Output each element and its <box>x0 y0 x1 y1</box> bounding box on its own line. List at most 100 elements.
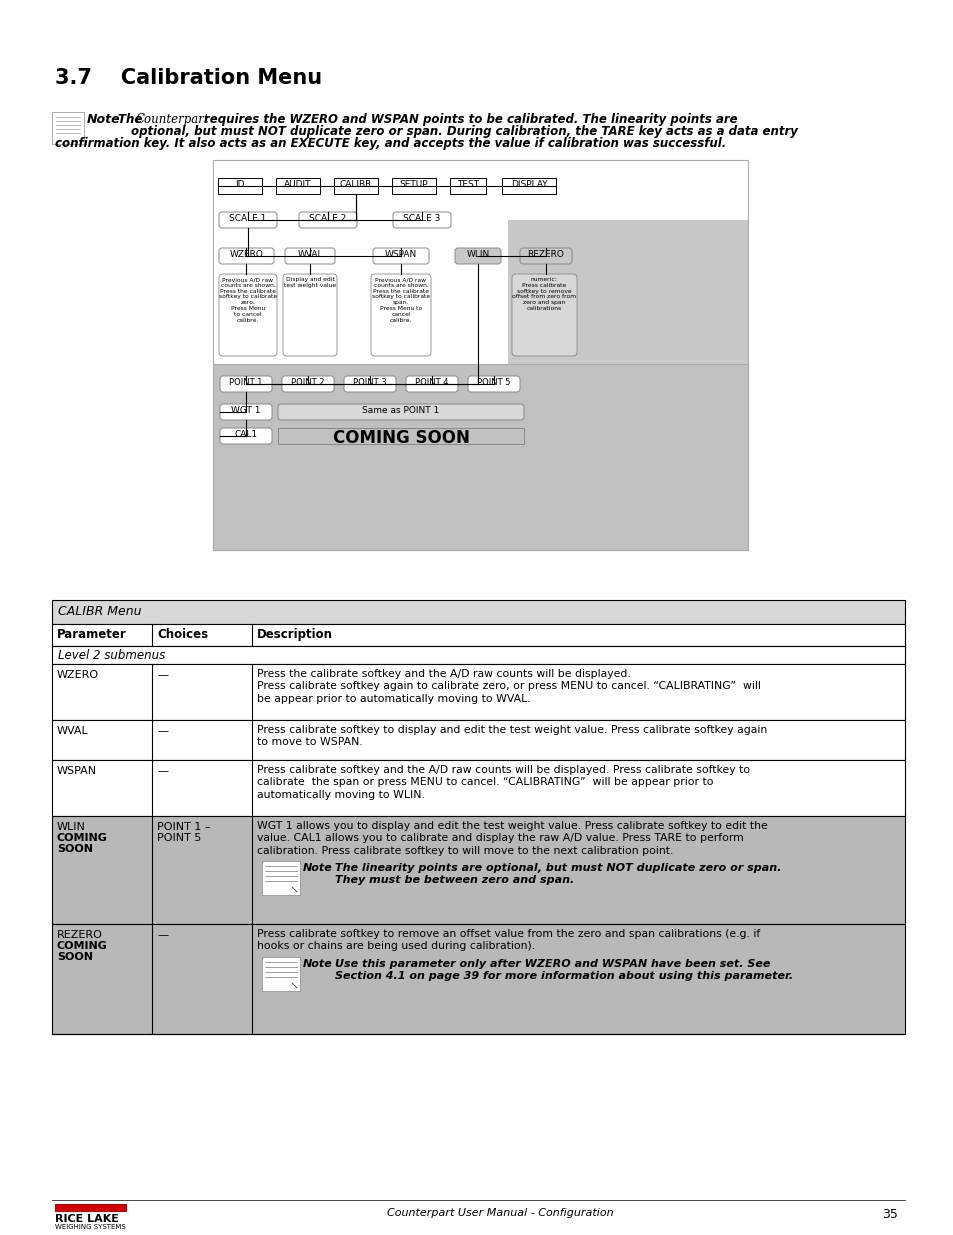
Text: Press the calibrate softkey and the A/D raw counts will be displayed.
Press cali: Press the calibrate softkey and the A/D … <box>256 669 760 704</box>
Bar <box>392 178 436 194</box>
Text: confirmation key. It also acts as an EXECUTE key, and accepts the value if calib: confirmation key. It also acts as an EXE… <box>55 137 725 149</box>
Text: optional, but must NOT duplicate zero or span. During calibration, the TARE key : optional, but must NOT duplicate zero or… <box>131 125 797 138</box>
Bar <box>52 760 904 816</box>
Text: CAL1: CAL1 <box>234 430 257 438</box>
Bar <box>52 664 904 720</box>
FancyBboxPatch shape <box>219 212 276 228</box>
Text: Counterpart User Manual - Configuration: Counterpart User Manual - Configuration <box>386 1208 613 1218</box>
Text: Level 2 submenus: Level 2 submenus <box>58 650 165 662</box>
Bar <box>52 720 904 760</box>
Text: POINT 4: POINT 4 <box>415 378 448 387</box>
FancyBboxPatch shape <box>393 212 451 228</box>
FancyBboxPatch shape <box>344 375 395 391</box>
Text: TEST: TEST <box>456 180 478 189</box>
Text: COMING SOON: COMING SOON <box>333 429 469 447</box>
FancyBboxPatch shape <box>277 404 523 420</box>
Text: CALIBR Menu: CALIBR Menu <box>58 605 141 618</box>
Text: Press calibrate softkey and the A/D raw counts will be displayed. Press calibrat: Press calibrate softkey and the A/D raw … <box>256 764 749 800</box>
FancyBboxPatch shape <box>455 248 500 264</box>
Text: 3.7    Calibration Menu: 3.7 Calibration Menu <box>55 68 322 88</box>
Text: —: — <box>157 930 168 940</box>
Bar <box>262 861 299 895</box>
Bar <box>52 924 904 1034</box>
Text: WVAL: WVAL <box>297 249 322 259</box>
Text: Same as POINT 1: Same as POINT 1 <box>362 406 439 415</box>
Bar <box>52 112 84 144</box>
Text: ID: ID <box>235 180 245 189</box>
Text: requires the WZERO and WSPAN points to be calibrated. The linearity points are: requires the WZERO and WSPAN points to b… <box>204 112 737 126</box>
Bar <box>334 178 377 194</box>
Text: Previous A/D raw
counts are shown.
Press the calibrate
softkey to calibrate
zero: Previous A/D raw counts are shown. Press… <box>218 277 276 322</box>
Text: Note: Note <box>303 960 333 969</box>
Text: POINT 5: POINT 5 <box>157 832 201 844</box>
Text: SCALE 2: SCALE 2 <box>309 214 346 224</box>
Text: COMING: COMING <box>57 941 108 951</box>
Text: POINT 2: POINT 2 <box>291 378 324 387</box>
FancyBboxPatch shape <box>220 429 272 445</box>
Bar <box>52 646 904 664</box>
Text: WZERO: WZERO <box>230 249 263 259</box>
Text: REZERO: REZERO <box>57 930 103 940</box>
FancyBboxPatch shape <box>282 375 334 391</box>
FancyBboxPatch shape <box>371 274 431 356</box>
Text: AUDIT: AUDIT <box>284 180 312 189</box>
Text: SCALE 1: SCALE 1 <box>229 214 267 224</box>
Text: Note: Note <box>303 863 333 873</box>
Text: —: — <box>157 726 168 736</box>
Bar <box>262 957 299 990</box>
Bar <box>52 600 904 624</box>
Text: Parameter: Parameter <box>57 629 127 641</box>
Text: REZERO: REZERO <box>527 249 564 259</box>
Text: SOON: SOON <box>57 844 92 853</box>
Text: POINT 1 –: POINT 1 – <box>157 823 211 832</box>
Bar <box>507 220 747 550</box>
Text: DISPLAY: DISPLAY <box>510 180 547 189</box>
Text: The: The <box>118 112 147 126</box>
Bar <box>277 429 523 445</box>
Text: POINT 3: POINT 3 <box>353 378 386 387</box>
Text: Choices: Choices <box>157 629 208 641</box>
Bar <box>55 1204 127 1212</box>
Text: WVAL: WVAL <box>57 726 89 736</box>
Bar <box>450 178 485 194</box>
Text: POINT 1: POINT 1 <box>229 378 262 387</box>
Bar <box>52 624 904 646</box>
Text: COMING: COMING <box>57 832 108 844</box>
Bar <box>213 161 747 550</box>
Bar <box>218 178 262 194</box>
Text: WLIN: WLIN <box>57 823 86 832</box>
Bar <box>52 816 904 924</box>
Bar <box>275 178 319 194</box>
Text: POINT 5: POINT 5 <box>476 378 510 387</box>
FancyBboxPatch shape <box>220 404 272 420</box>
FancyBboxPatch shape <box>373 248 429 264</box>
Text: Counterpart: Counterpart <box>136 112 210 126</box>
Text: WSPAN: WSPAN <box>57 766 97 776</box>
FancyBboxPatch shape <box>298 212 356 228</box>
Text: Display and edit
test weight value: Display and edit test weight value <box>284 277 335 288</box>
Text: Note: Note <box>87 112 120 126</box>
Bar <box>213 364 747 550</box>
Text: WGT 1: WGT 1 <box>231 406 260 415</box>
Text: RICE LAKE: RICE LAKE <box>55 1214 119 1224</box>
Text: Press calibrate softkey to display and edit the test weight value. Press calibra: Press calibrate softkey to display and e… <box>256 725 766 747</box>
Text: WZERO: WZERO <box>57 671 99 680</box>
Text: Press calibrate softkey to remove an offset value from the zero and span calibra: Press calibrate softkey to remove an off… <box>256 929 760 951</box>
Text: —: — <box>157 766 168 776</box>
Text: Previous A/D raw
counts are shown.
Press the calibrate
softkey to calibrate
span: Previous A/D raw counts are shown. Press… <box>372 277 430 322</box>
Text: SOON: SOON <box>57 952 92 962</box>
Text: Description: Description <box>256 629 333 641</box>
Text: The linearity points are optional, but must NOT duplicate zero or span.
They mus: The linearity points are optional, but m… <box>335 863 781 885</box>
Text: SETUP: SETUP <box>399 180 428 189</box>
Text: WEIGHING SYSTEMS: WEIGHING SYSTEMS <box>55 1224 126 1230</box>
FancyBboxPatch shape <box>220 375 272 391</box>
Text: numeric:
Press calibrate
softkey to remove
offset from zero from
zero and span
c: numeric: Press calibrate softkey to remo… <box>512 277 576 311</box>
FancyBboxPatch shape <box>283 274 336 356</box>
Text: WGT 1 allows you to display and edit the test weight value. Press calibrate soft: WGT 1 allows you to display and edit the… <box>256 821 767 856</box>
FancyBboxPatch shape <box>519 248 572 264</box>
Text: WLIN: WLIN <box>466 249 489 259</box>
FancyBboxPatch shape <box>406 375 457 391</box>
FancyBboxPatch shape <box>285 248 335 264</box>
Text: WSPAN: WSPAN <box>384 249 416 259</box>
FancyBboxPatch shape <box>219 248 274 264</box>
